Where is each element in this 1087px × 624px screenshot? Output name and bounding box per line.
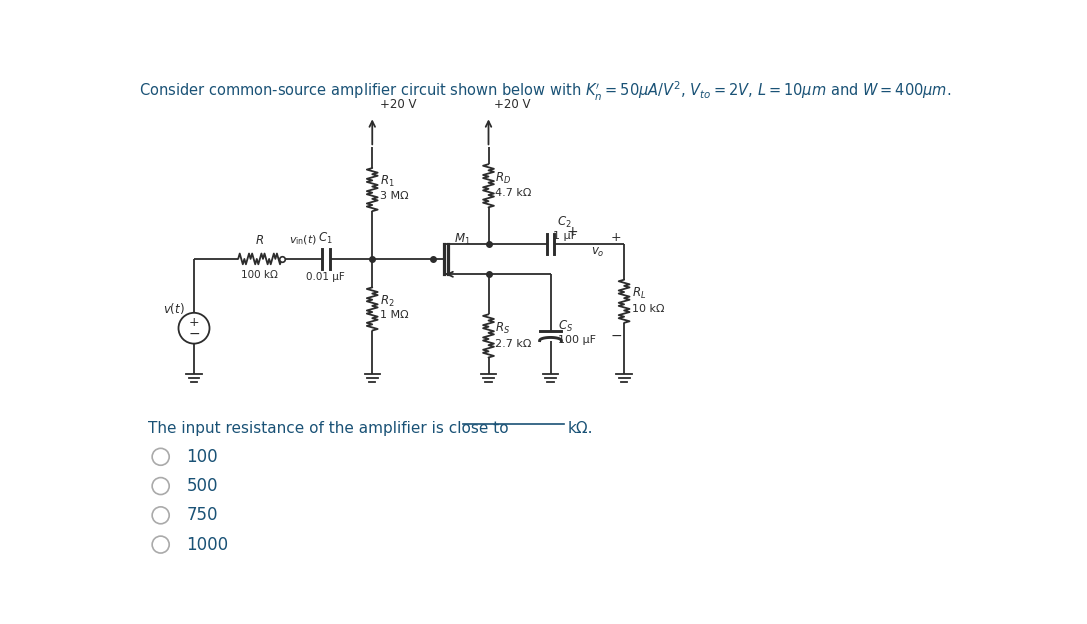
Text: 750: 750	[186, 506, 217, 524]
Text: $C_S$: $C_S$	[559, 319, 574, 334]
Text: +: +	[189, 316, 199, 329]
Text: 100: 100	[186, 448, 217, 466]
Text: 100 kΩ: 100 kΩ	[241, 270, 278, 280]
Text: $R_2$: $R_2$	[380, 294, 395, 309]
Text: 1000: 1000	[186, 535, 228, 553]
Text: $R_D$: $R_D$	[495, 170, 511, 185]
Text: 0.01 μF: 0.01 μF	[307, 272, 346, 282]
Text: 4.7 kΩ: 4.7 kΩ	[495, 188, 532, 198]
Text: +: +	[611, 231, 622, 244]
Text: $R_S$: $R_S$	[495, 321, 510, 336]
Text: kΩ.: kΩ.	[567, 421, 594, 436]
Text: $v(t)$: $v(t)$	[163, 301, 185, 316]
Text: 1 μF: 1 μF	[553, 232, 577, 241]
Text: 100 μF: 100 μF	[559, 334, 597, 344]
Text: 500: 500	[186, 477, 217, 495]
Text: 3 MΩ: 3 MΩ	[380, 191, 409, 201]
Text: −: −	[611, 329, 622, 343]
Text: 10 kΩ: 10 kΩ	[632, 304, 664, 314]
Text: $C_2$: $C_2$	[557, 215, 572, 230]
Text: $v_o$: $v_o$	[591, 246, 604, 260]
Text: $R$: $R$	[255, 235, 264, 247]
Text: $M_1$: $M_1$	[454, 232, 471, 247]
Text: Consider common-source amplifier circuit shown below with $K_n^{\prime} = 50\mu : Consider common-source amplifier circuit…	[139, 79, 951, 103]
Text: $v_{\rm in}(t)$: $v_{\rm in}(t)$	[289, 234, 317, 247]
Text: $R_L$: $R_L$	[632, 286, 646, 301]
Text: +20 V: +20 V	[493, 98, 530, 111]
Text: +20 V: +20 V	[380, 98, 416, 111]
Text: $C_1$: $C_1$	[318, 231, 333, 246]
Text: 2.7 kΩ: 2.7 kΩ	[495, 339, 532, 349]
Text: 1 MΩ: 1 MΩ	[380, 310, 409, 320]
Text: $R_1$: $R_1$	[380, 174, 395, 190]
Text: +: +	[566, 225, 578, 239]
Text: −: −	[188, 326, 200, 341]
Text: The input resistance of the amplifier is close to: The input resistance of the amplifier is…	[148, 421, 508, 436]
